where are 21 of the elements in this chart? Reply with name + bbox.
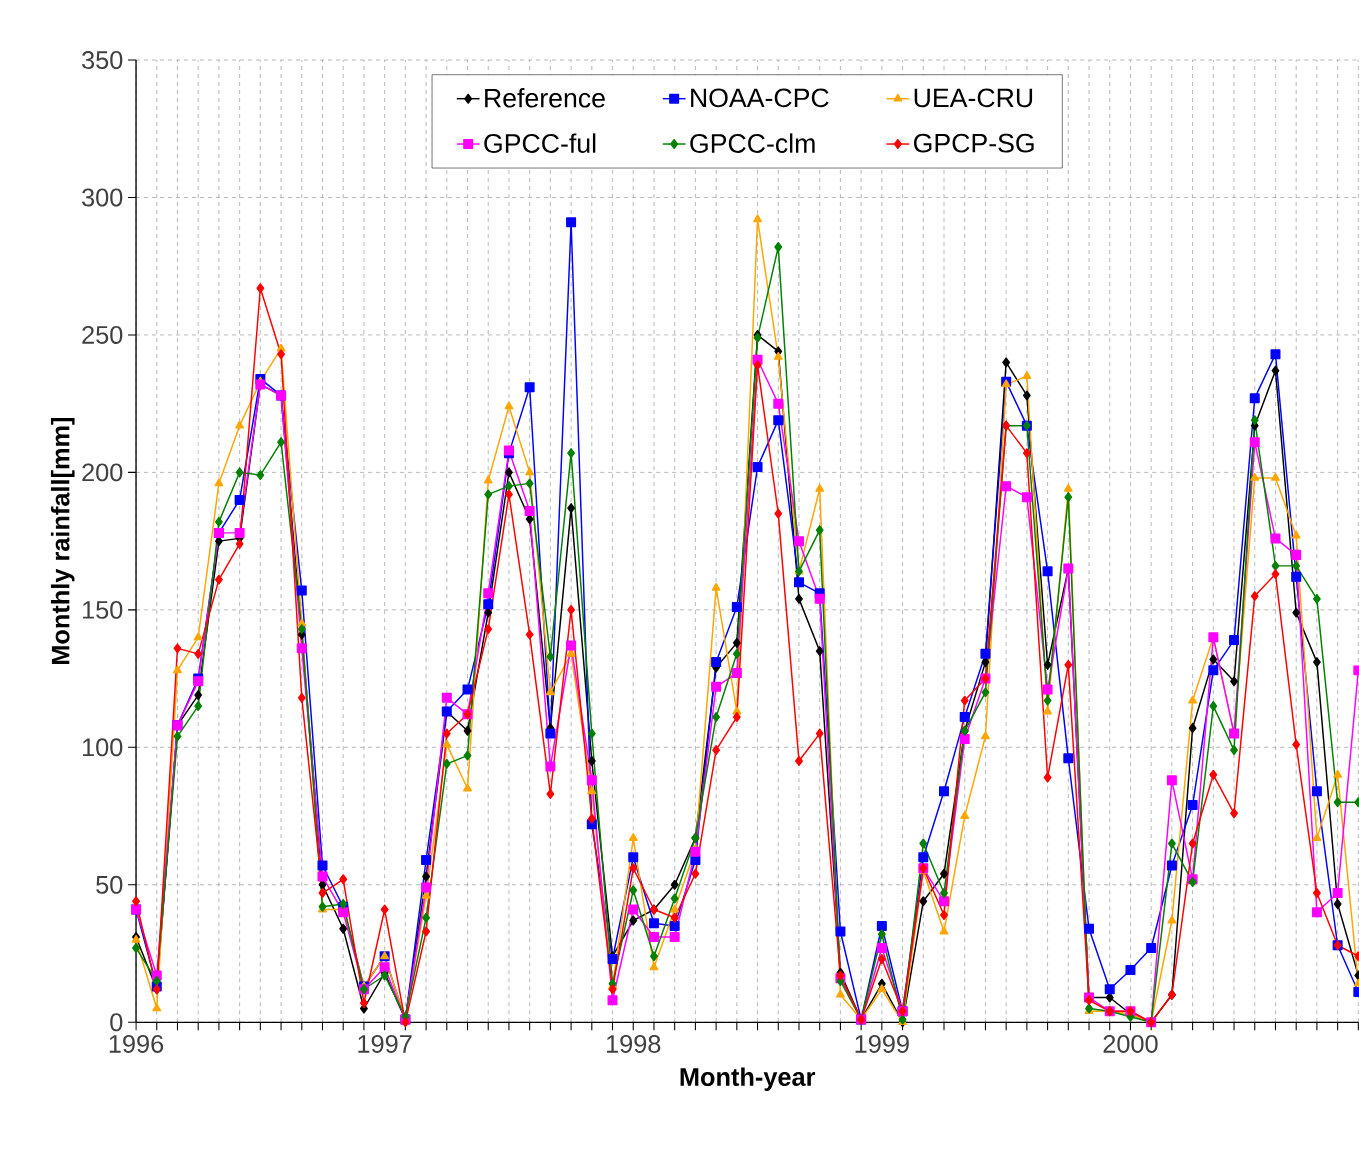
x-tick-label: 2000 — [1103, 1035, 1158, 1054]
legend-label: UEA-CRU — [914, 88, 1033, 108]
legend-label: NOAA-CPC — [691, 88, 829, 108]
x-tick-label: 1999 — [855, 1035, 909, 1054]
legend-label: Reference — [485, 88, 605, 108]
y-tick-label: 200 — [82, 463, 123, 482]
y-tick-label: 50 — [96, 876, 123, 894]
y-tick-label: 0 — [110, 1013, 123, 1032]
y-tick-label: 250 — [82, 326, 123, 345]
y-tick-label: 150 — [82, 601, 123, 620]
y-tick-label: 100 — [82, 738, 123, 757]
x-axis-title: Month-year — [680, 1067, 816, 1092]
legend-label: GPCP-SG — [913, 133, 1034, 153]
x-tick-label: 1996 — [109, 1035, 164, 1054]
y-tick-label: 350 — [82, 51, 123, 70]
x-tick-label: 1997 — [358, 1035, 412, 1054]
legend-label: GPCC-clm — [690, 133, 815, 154]
y-tick-label: 300 — [82, 188, 123, 207]
y-axis-title: Monthly rainfall[mm] — [50, 418, 75, 665]
x-tick-label: 1998 — [606, 1035, 661, 1054]
legend-label: GPCC-ful — [484, 133, 596, 154]
